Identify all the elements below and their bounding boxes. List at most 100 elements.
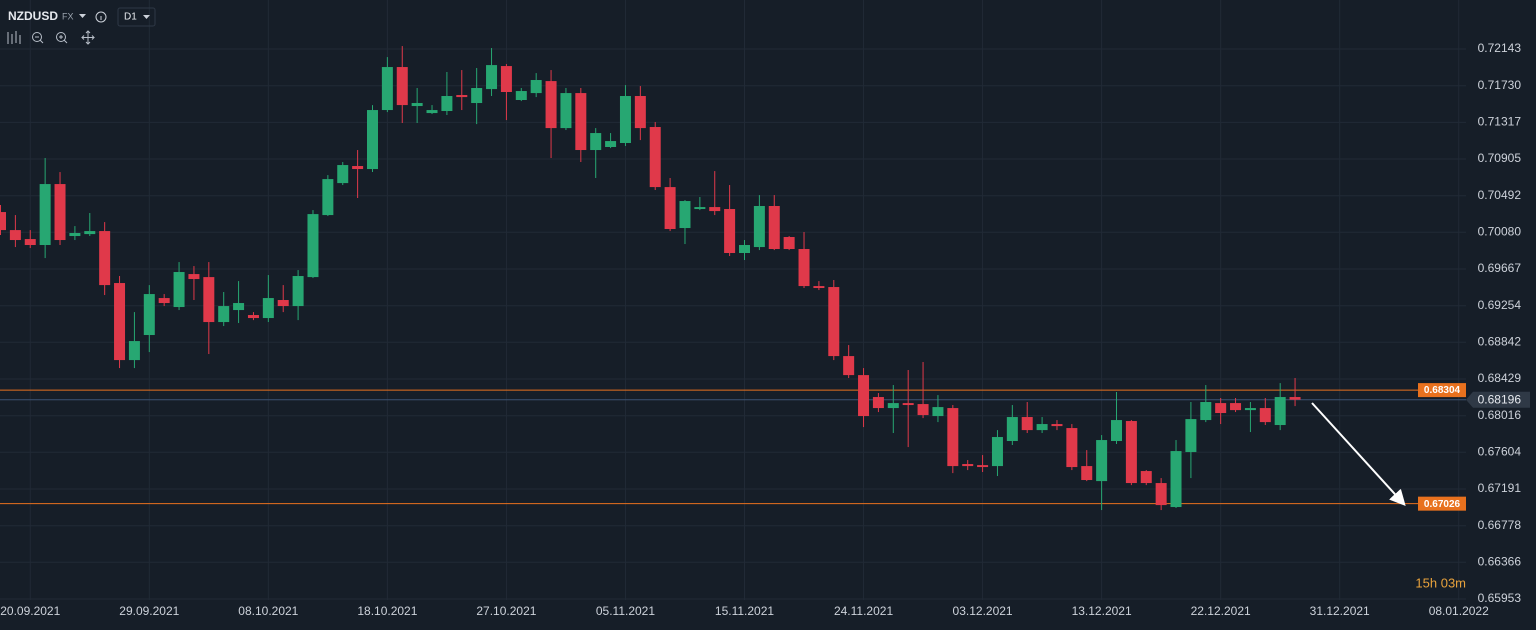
- candle-body: [1006, 417, 1018, 442]
- y-tick-label: 0.68016: [1478, 408, 1522, 422]
- candle-body: [724, 209, 736, 254]
- candle-body: [441, 96, 453, 112]
- candle-body: [664, 187, 676, 230]
- candle-body: [739, 245, 750, 254]
- candle-body: [247, 315, 259, 319]
- y-tick-label: 0.70080: [1478, 224, 1522, 238]
- candle-body: [99, 231, 111, 286]
- countdown: 15h 03m: [1415, 575, 1466, 590]
- y-tick-label: 0.70905: [1478, 151, 1522, 165]
- candle-body: [307, 214, 319, 278]
- timeframe[interactable]: D1: [124, 12, 137, 23]
- candle-body: [337, 165, 349, 184]
- y-tick-label: 0.71317: [1478, 115, 1522, 129]
- candle-body: [381, 67, 393, 111]
- candle-body: [902, 403, 914, 406]
- market: FX: [62, 11, 74, 21]
- candle-body: [545, 81, 557, 129]
- y-tick-label: 0.67191: [1478, 481, 1522, 495]
- symbol[interactable]: NZDUSD: [8, 9, 58, 23]
- candle-body: [173, 272, 185, 308]
- candle-body: [798, 249, 810, 287]
- candle-body: [352, 166, 364, 170]
- x-tick-label: 15.11.2021: [715, 604, 774, 618]
- level-label-box: [1418, 496, 1466, 511]
- x-tick-label: 22.12.2021: [1191, 604, 1251, 618]
- y-tick-label: 0.69254: [1478, 298, 1522, 312]
- candle-body: [917, 404, 929, 416]
- y-tick-label: 0.70492: [1478, 188, 1522, 202]
- y-tick-label: 0.67604: [1478, 444, 1522, 458]
- x-tick-label: 31.12.2021: [1310, 604, 1370, 618]
- candle-body: [233, 303, 245, 311]
- candle-body: [486, 65, 498, 90]
- labels: 0.72143 0.71730 0.71317 0.70905 0.70492 0.700…: [0, 41, 1530, 618]
- candle-body: [500, 66, 512, 93]
- candle-body: [560, 93, 572, 129]
- candle-body: [69, 233, 81, 237]
- candle-body: [649, 127, 661, 188]
- candle-body: [813, 286, 825, 289]
- candle-body: [218, 306, 230, 323]
- candle-body: [426, 110, 438, 114]
- y-tick-label: 0.66778: [1478, 518, 1522, 532]
- candle-body: [679, 201, 691, 229]
- candle-body: [411, 103, 423, 107]
- candle-body: [128, 341, 140, 361]
- candle-body: [872, 397, 884, 409]
- candle-body: [575, 93, 587, 151]
- candle-body: [158, 298, 170, 304]
- zoom-in-icon[interactable]: [56, 32, 66, 42]
- x-tick-label: 24.11.2021: [834, 604, 893, 618]
- candle-body: [143, 294, 155, 336]
- y-tick-label: 0.71730: [1478, 78, 1522, 92]
- candle-body: [1021, 417, 1033, 431]
- candle-body: [753, 206, 765, 248]
- candle-body: [515, 91, 527, 101]
- zoom-out-icon[interactable]: [32, 32, 42, 42]
- x-tick-label: 03.12.2021: [953, 604, 1013, 618]
- candle-body: [887, 403, 899, 409]
- x-tick-label: 13.12.2021: [1072, 604, 1132, 618]
- candle-body: [322, 179, 334, 216]
- market-dropdown[interactable]: [79, 14, 86, 18]
- candle-body: [1274, 397, 1286, 426]
- candle-body: [396, 67, 408, 106]
- info-icon[interactable]: [95, 11, 107, 23]
- level-label: 0.68304: [1424, 385, 1461, 396]
- candle-body: [262, 298, 274, 319]
- x-tick-label: 20.09.2021: [0, 604, 60, 618]
- candle-body: [9, 230, 21, 241]
- candle-body: [1215, 403, 1227, 414]
- timeframe-box[interactable]: [117, 7, 156, 27]
- candle-body: [1051, 424, 1063, 427]
- trend-arrow: [1311, 402, 1406, 506]
- timeframe-dropdown[interactable]: [143, 15, 150, 19]
- candle-body: [1111, 420, 1122, 442]
- candle-body: [277, 300, 289, 307]
- candle-body: [0, 212, 6, 231]
- pan-icon[interactable]: [81, 30, 95, 45]
- candle-body: [1096, 440, 1108, 482]
- candle-body: [828, 287, 840, 357]
- candle-body: [1200, 402, 1212, 421]
- candle-body: [1081, 466, 1093, 481]
- x-tick-label: 05.11.2021: [596, 604, 655, 618]
- y-tick-label: 0.69667: [1478, 261, 1522, 275]
- candle-body: [1066, 428, 1078, 468]
- candle-body: [694, 207, 706, 210]
- level-label: 0.67026: [1424, 499, 1461, 510]
- candle-body: [590, 133, 602, 151]
- candle-body: [605, 141, 617, 148]
- candle-body: [39, 184, 51, 246]
- chart-type-icon[interactable]: [7, 31, 21, 44]
- candle-body: [1140, 471, 1152, 484]
- toolbar: [7, 30, 95, 45]
- level-label-box: [1418, 383, 1466, 398]
- candle-body: [858, 375, 870, 417]
- candle-body: [783, 237, 795, 250]
- last-price-box: [1466, 391, 1530, 408]
